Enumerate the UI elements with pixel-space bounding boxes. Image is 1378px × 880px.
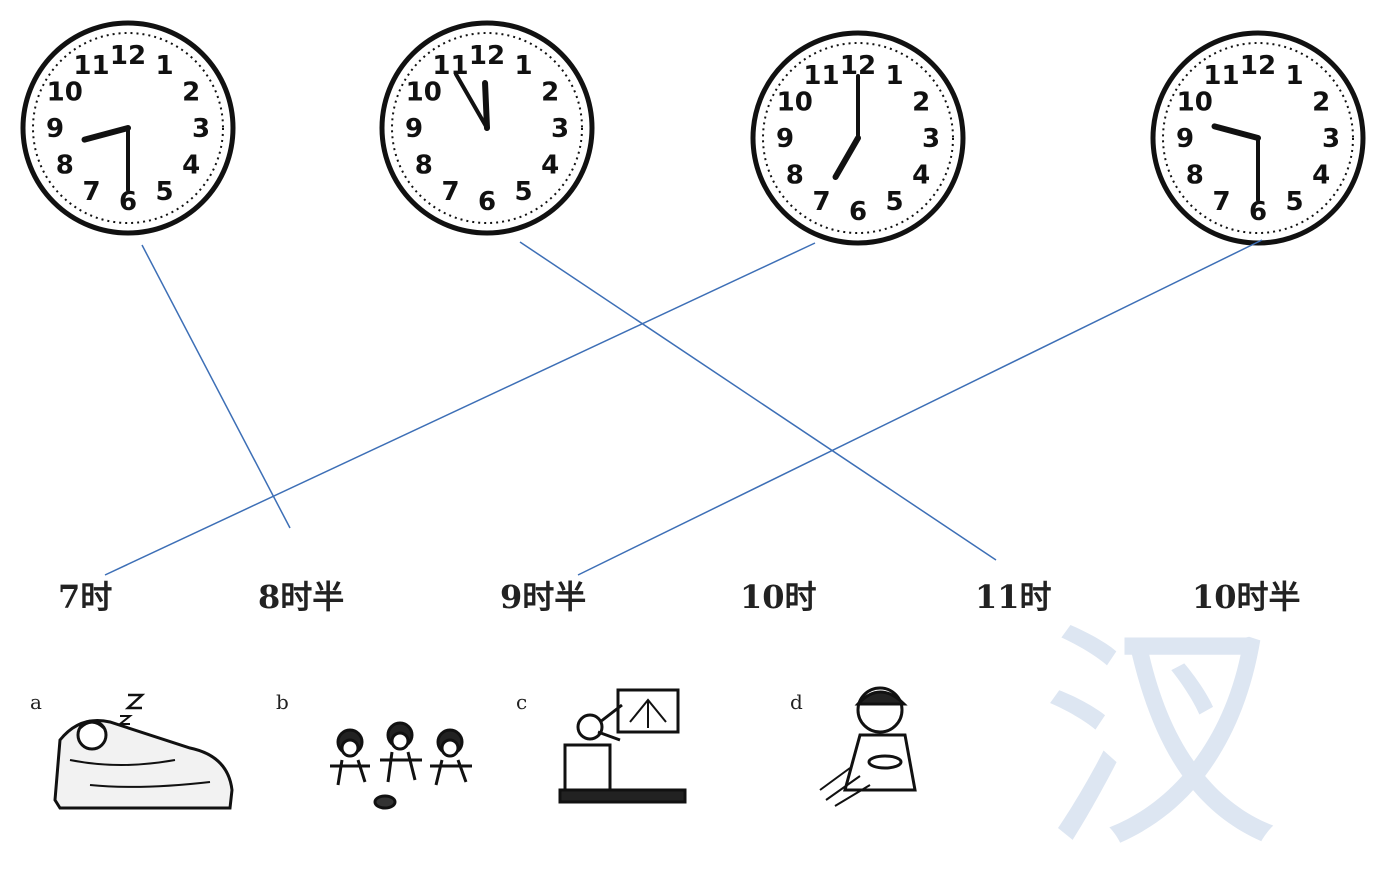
time-label-8-half: 8时半 [258, 578, 345, 616]
match-line [519, 241, 997, 561]
clock-number: 4 [182, 151, 200, 181]
clock-number: 8 [1186, 161, 1204, 191]
clock-number: 9 [46, 114, 64, 144]
clock-number: 10 [1177, 88, 1213, 118]
clock-number: 12 [1240, 51, 1276, 81]
picture-letter-d: d [790, 690, 803, 714]
time-label-7: 7时 [58, 578, 113, 616]
clock-number: 9 [1176, 124, 1194, 154]
clock-number: 2 [912, 88, 930, 118]
clock-number: 2 [1312, 88, 1330, 118]
time-label-9-half: 9时半 [500, 578, 587, 616]
clock-number: 1 [155, 51, 173, 81]
clock-number: 6 [119, 187, 137, 217]
time-label-10-half: 10时半 [1192, 578, 1301, 616]
clock-number: 2 [541, 78, 559, 108]
clock-number: 5 [514, 177, 532, 207]
minute-hand [454, 72, 489, 130]
clock-number: 5 [1285, 187, 1303, 217]
clock-number: 5 [885, 187, 903, 217]
clock-number: 12 [469, 41, 505, 71]
minute-ticks [1162, 42, 1354, 234]
clock-number: 12 [110, 41, 146, 71]
clock-number: 11 [432, 51, 468, 81]
hour-hand [482, 80, 490, 131]
clock-number: 9 [405, 114, 423, 144]
clock-number: 7 [812, 187, 830, 217]
clock-number: 11 [1203, 61, 1239, 91]
minute-ticks [32, 32, 224, 224]
clock-number: 3 [1322, 124, 1340, 154]
clock-number: 7 [1212, 187, 1230, 217]
clock-number: 11 [73, 51, 109, 81]
clock-number: 9 [776, 124, 794, 154]
clock-number: 7 [441, 177, 459, 207]
clock-number: 3 [192, 114, 210, 144]
clock-number: 6 [478, 187, 496, 217]
watermark: 汊 [1040, 600, 1281, 880]
minute-ticks [391, 32, 583, 224]
minute-ticks [762, 42, 954, 234]
hour-hand [832, 135, 861, 180]
clock-number: 3 [922, 124, 940, 154]
match-line [104, 242, 816, 576]
clock-number: 8 [56, 151, 74, 181]
match-line [577, 239, 1263, 576]
clock-number: 5 [155, 177, 173, 207]
clock-number: 7 [82, 177, 100, 207]
clock-number: 11 [803, 61, 839, 91]
clock-number: 1 [885, 61, 903, 91]
clock-number: 10 [406, 78, 442, 108]
clock-number: 4 [1312, 161, 1330, 191]
clock-number: 6 [849, 197, 867, 227]
time-label-10: 10时 [740, 578, 817, 616]
clock-number: 4 [541, 151, 559, 181]
clock-number: 3 [551, 114, 569, 144]
clock-number: 10 [777, 88, 813, 118]
clock-number: 2 [182, 78, 200, 108]
picture-letter-b: b [276, 690, 289, 714]
picture-letter-c: c [516, 690, 528, 714]
clock-number: 6 [1249, 197, 1267, 227]
match-line [141, 244, 291, 529]
clock-number: 10 [47, 78, 83, 108]
clock-number: 1 [514, 51, 532, 81]
hour-hand [1211, 123, 1261, 141]
clock-number: 8 [786, 161, 804, 191]
clock-number: 8 [415, 151, 433, 181]
picture-letter-a: a [30, 690, 42, 714]
clock-number: 1 [1285, 61, 1303, 91]
time-label-11: 11时 [975, 578, 1052, 616]
clock-number: 4 [912, 161, 930, 191]
hour-hand [81, 125, 131, 143]
